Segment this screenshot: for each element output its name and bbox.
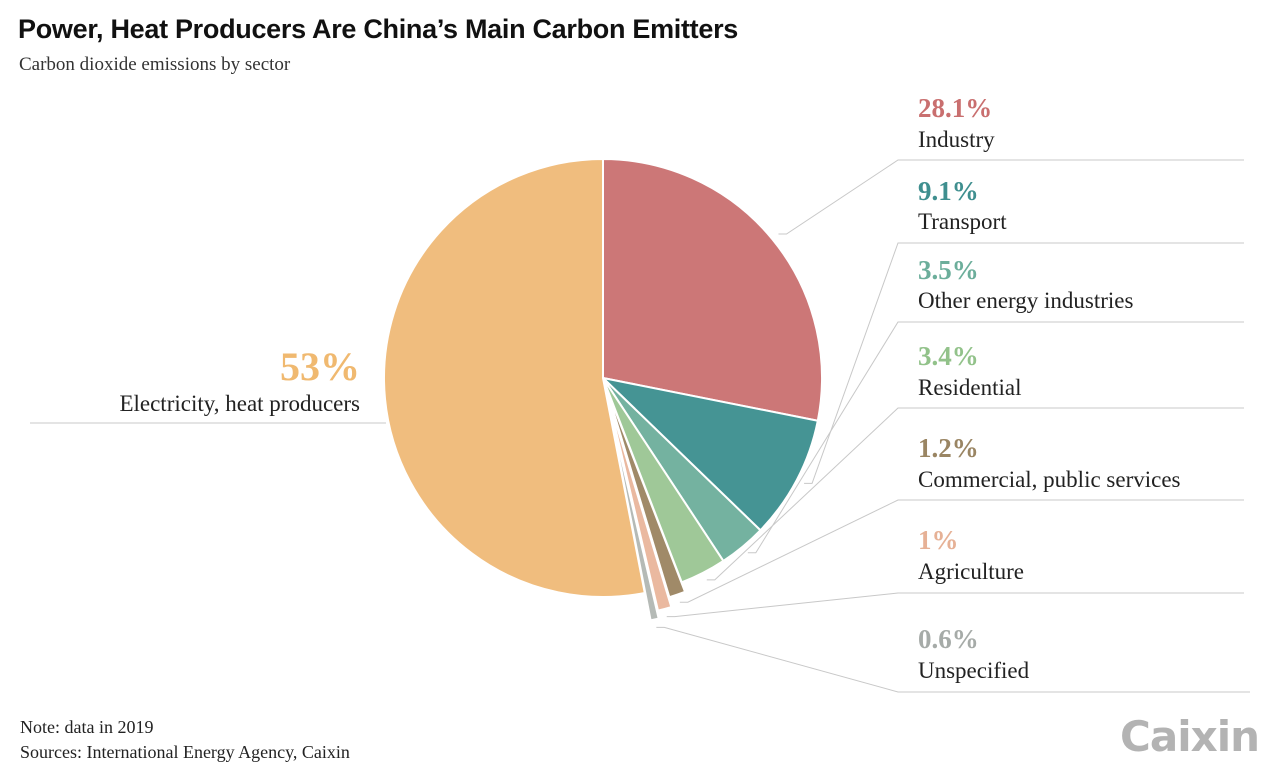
caixin-logo: Caixin [1120,712,1260,761]
data-label-name: Commercial, public services [918,467,1181,492]
leader-line [666,592,1244,618]
leader-line [778,159,1244,235]
data-label-value: 3.5% [918,255,979,285]
chart-subtitle: Carbon dioxide emissions by sector [19,54,291,75]
data-label-name: Electricity, heat producers [119,391,360,416]
data-label-name: Residential [918,375,1021,400]
pie-chart: 28.1% Industry 9.1% Transport 3.5% Other ener… [30,93,1250,693]
pie-slice-transport [599,376,819,532]
leader-line [679,499,1244,603]
pie-slice-commercial-public-services [605,387,687,599]
data-label-value: 28.1% [918,93,992,123]
chart-note: Note: data in 2019 [20,717,154,737]
data-label-value: 1.2% [918,433,979,463]
data-label-value: 3.4% [918,341,979,371]
data-label-name: Industry [918,127,995,152]
data-label-value: 1% [918,525,959,555]
leader-line [747,321,1244,554]
data-label-value: 53% [280,344,360,389]
data-label-name: Other energy industries [918,288,1134,313]
leader-line [706,407,1244,581]
data-label-name: Unspecified [918,658,1030,683]
leader-line [804,242,1244,484]
pie-slice-agriculture [607,397,673,612]
data-label-value: 9.1% [918,176,979,206]
pie-slice-unspecified [607,405,660,622]
chart-sources: Sources: International Energy Agency, Ca… [20,742,350,762]
pie-slice-industry [602,157,823,422]
data-label-value: 0.6% [918,624,979,654]
data-label-name: Agriculture [918,559,1024,584]
chart-title: Power, Heat Producers Are China’s Main C… [18,14,738,44]
pie-slice-electricity-heat-producers [383,157,646,598]
leader-line [656,626,1250,693]
data-label-name: Transport [918,209,1007,234]
